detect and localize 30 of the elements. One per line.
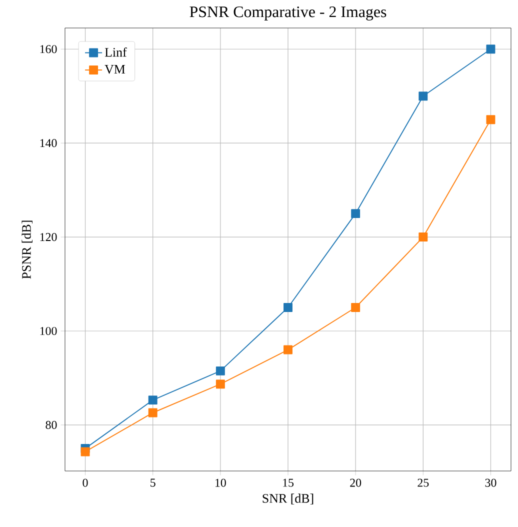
x-tick-label: 10 <box>215 478 226 487</box>
point <box>284 345 292 354</box>
point <box>216 380 225 389</box>
y-tick-label: 80 <box>46 420 57 429</box>
x-tick-label: 30 <box>485 478 496 487</box>
x-tick-label: 20 <box>350 478 362 487</box>
y-tick-label: 120 <box>40 233 57 242</box>
point <box>351 303 360 312</box>
point <box>418 232 428 242</box>
x-tick-label: 25 <box>418 478 429 487</box>
x-tick-label: 5 <box>150 478 156 487</box>
legend-label: Linf <box>104 47 127 57</box>
point <box>80 447 90 456</box>
point <box>486 115 496 124</box>
legend-label: VM <box>104 65 126 74</box>
point <box>216 366 225 376</box>
point <box>284 303 292 312</box>
point <box>148 408 158 418</box>
point <box>486 44 496 54</box>
y-axis-title: PSNR [dB] <box>22 220 32 279</box>
x-tick-label: 0 <box>82 478 88 487</box>
x-tick-label: 15 <box>283 478 294 487</box>
point <box>418 92 428 101</box>
x-axis-title: SNR [dB] <box>262 494 314 504</box>
y-tick-label: 140 <box>40 139 57 148</box>
chart-title: PSNR Comparative - 2 Images <box>190 6 386 20</box>
y-tick-label: 160 <box>40 45 57 54</box>
point <box>351 209 360 218</box>
y-tick-label: 100 <box>40 326 57 336</box>
point <box>148 396 158 405</box>
